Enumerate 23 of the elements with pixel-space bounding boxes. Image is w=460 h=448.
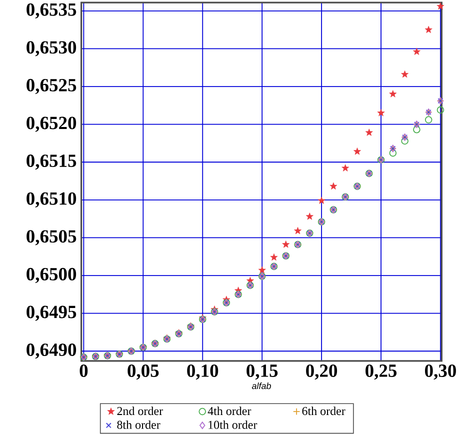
y-tick-label: 0,6535 xyxy=(26,3,76,18)
x-tick-label: 0 xyxy=(80,364,88,377)
y-tick-label: 0,6505 xyxy=(26,230,76,246)
x-tick-label: 0,05 xyxy=(128,364,159,380)
y-tick-label: 0,6510 xyxy=(26,192,76,208)
legend-label: 10th order xyxy=(208,420,258,429)
y-tick-label: 0,6515 xyxy=(26,154,76,170)
y-tick-label: 0,6490 xyxy=(26,343,76,359)
x-tick-label: 0,25 xyxy=(366,364,397,380)
x-axis-title: alfab xyxy=(252,382,271,389)
legend-label: 2nd order xyxy=(117,406,163,415)
x-tick-label: 0,20 xyxy=(306,364,338,380)
x-tick-label: 0,10 xyxy=(187,364,218,380)
legend-label: 4th order xyxy=(208,406,252,415)
legend-label: 6th order xyxy=(302,406,346,415)
x-tick-label: 0,15 xyxy=(246,364,278,380)
y-tick-label: 0,6525 xyxy=(26,78,76,94)
y-tick-label: 0,6530 xyxy=(26,40,76,56)
x-tick-label: 0,30 xyxy=(425,364,456,380)
y-tick-label: 0,6495 xyxy=(26,306,76,321)
legend-label: 8th order xyxy=(117,420,160,429)
y-tick-label: 0,6520 xyxy=(26,116,76,132)
y-tick-label: 0,6500 xyxy=(26,268,76,283)
